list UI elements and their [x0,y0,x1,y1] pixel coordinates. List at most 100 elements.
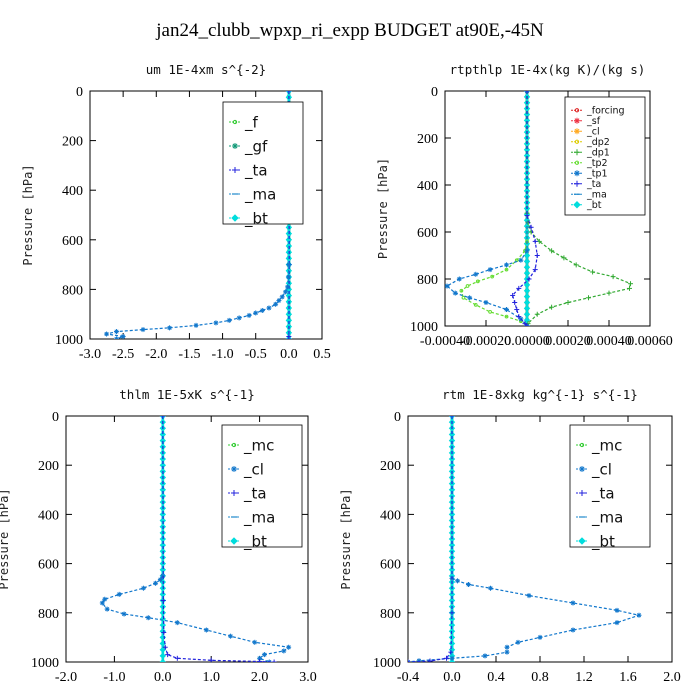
legend-entry: _ma [591,508,623,527]
data-point [448,640,456,647]
data-point [456,276,462,282]
legend-marker [231,490,237,496]
legend-entry: _cl [591,460,612,479]
data-point [590,269,596,275]
legend-marker [230,537,238,545]
legend-entry: _ta [244,161,268,180]
series-cl [99,573,292,662]
data-point [159,658,167,662]
data-point [448,646,456,653]
data-point [236,315,242,321]
y-tick-label: 600 [38,558,59,573]
data-point [99,600,105,606]
data-point [524,91,530,94]
y-tick-label: 800 [380,607,401,622]
data-point [104,331,110,337]
legend-entry: _cl [586,127,600,138]
data-point [549,248,555,254]
series-line [460,91,528,326]
y-tick-label: 400 [380,508,401,523]
plot-area [99,416,292,662]
x-tick-label: 3.0 [299,670,317,685]
data-point [586,295,591,301]
legend-entry: _f [244,113,259,132]
legend-marker [578,537,586,545]
panel-title: rtpthlp 1E-4x(kg K)/(kg s) [450,62,646,77]
x-tick-label: -2.5 [112,347,134,362]
y-tick-label: 0 [76,85,83,100]
data-point [276,298,282,304]
legend-entry: _bt [591,532,615,551]
x-tick-label: 0.8 [531,670,549,685]
data-point [524,248,530,254]
legend-marker [574,160,580,165]
y-tick-label: 200 [62,135,83,150]
data-point [518,257,524,263]
legend-entry: _ta [586,179,601,190]
legend-entry: _dp1 [586,148,610,159]
data-point [286,336,292,339]
data-point [159,646,167,653]
data-point [286,262,292,268]
legend-entry: _ma [243,508,275,527]
series-line [408,416,453,662]
data-point [193,322,199,328]
data-point [504,307,509,313]
series-cl [408,575,642,662]
legend-entry: _bt [244,209,268,228]
data-point [208,657,214,662]
data-point [104,606,110,612]
x-tick-label: 0.0 [280,347,298,362]
data-point [114,336,120,339]
data-point [228,633,234,639]
data-point [165,652,171,658]
data-point [452,290,458,296]
data-point [488,585,493,591]
y-tick-label: 1000 [55,333,83,348]
data-point [523,258,531,265]
data-point [160,598,166,603]
data-point [448,649,454,655]
data-point [483,300,489,305]
data-point [534,311,540,317]
x-tick-label: 0.00060 [627,334,673,349]
data-point [532,238,538,244]
y-tick-label: 1000 [410,320,438,335]
data-point [627,285,632,291]
data-point [490,274,495,279]
data-point [526,276,532,282]
legend-marker [574,180,580,187]
x-tick-label: -1.5 [178,347,200,362]
legend-entry: _forcing [586,106,625,117]
data-point [516,285,522,291]
data-point [523,281,531,289]
data-point [636,612,642,618]
data-point [524,213,530,219]
legend: _forcing_sf_cl_dp2_dp1_tp2_tp1_ta_ma_bt [564,96,646,216]
data-point [475,279,480,284]
legend-entry: _bt [586,200,602,211]
legend-entry: _tp1 [586,169,608,180]
data-point [532,267,538,273]
data-point [523,311,531,318]
y-tick-label: 800 [38,607,59,622]
legend-marker [574,117,580,124]
data-point [523,305,531,312]
legend-entry: _ma [244,185,276,204]
legend-marker [574,128,580,135]
plot-area [408,416,642,662]
data-point [512,300,518,305]
data-point [266,305,272,311]
data-point [516,314,522,320]
panel-title: um 1E-4xm s^{-2} [146,62,266,77]
data-point [257,659,263,662]
data-point [162,644,168,650]
data-point [449,655,455,661]
data-point [523,269,531,277]
data-point [213,320,219,326]
legend-box [569,424,651,548]
data-point [448,634,456,641]
data-point [523,264,531,271]
legend-marker [231,214,239,222]
data-point [279,294,285,300]
